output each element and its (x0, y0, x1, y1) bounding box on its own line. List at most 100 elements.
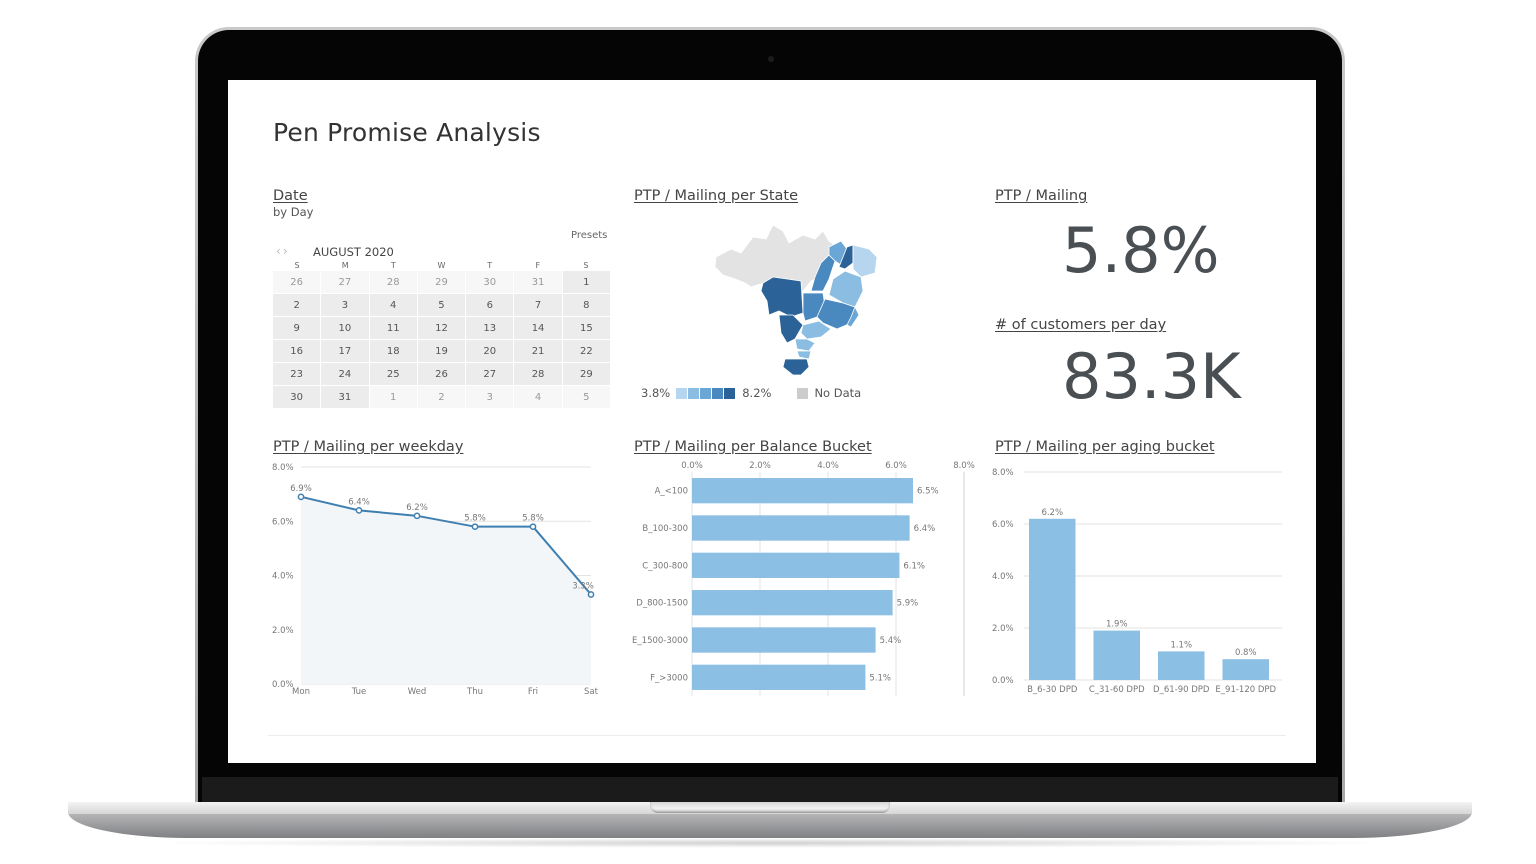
calendar-day[interactable]: 27 (466, 363, 514, 385)
calendar-day[interactable]: 26 (273, 271, 321, 293)
calendar-day[interactable]: 11 (369, 317, 417, 339)
bar[interactable] (1158, 651, 1205, 680)
balance-bucket-bar-chart[interactable]: 0.0% 2.0% 4.0% 6.0% 8.0% A_<100 6.5% B_100-300 6… (628, 460, 988, 705)
x-tick-label: Sat (584, 687, 599, 697)
calendar-day[interactable]: 20 (466, 340, 514, 362)
area-fill (301, 496, 591, 684)
data-label: 6.4% (348, 497, 370, 507)
calendar-day[interactable]: 28 (514, 363, 562, 385)
screen: Pen Promise Analysis Date by Day Presets… (228, 80, 1316, 763)
bar[interactable] (692, 664, 866, 690)
map-state-rs (782, 358, 810, 376)
calendar-day[interactable]: 9 (273, 317, 321, 339)
legend-swatch (700, 387, 712, 399)
weekday-label: S (583, 261, 589, 270)
calendar-day[interactable]: 3 (321, 294, 369, 316)
calendar-day[interactable]: 18 (369, 340, 417, 362)
kpi-ptp-mailing-title[interactable]: PTP / Mailing (995, 188, 1088, 204)
weekday-label: T (487, 261, 493, 270)
chevron-right-icon[interactable]: › (282, 244, 290, 258)
presets-button[interactable]: Presets (571, 230, 608, 241)
bar[interactable] (692, 590, 893, 616)
y-tick-label: 0.0% (992, 676, 1014, 686)
calendar-day[interactable]: 1 (369, 386, 417, 408)
calendar-day[interactable]: 26 (417, 363, 466, 385)
calendar-day[interactable]: 2 (417, 386, 466, 408)
calendar-day[interactable]: 5 (562, 386, 610, 408)
x-tick-label: 2.0% (749, 461, 771, 471)
calendar-day[interactable]: 12 (417, 317, 466, 339)
calendar-day[interactable]: 31 (321, 386, 369, 408)
calendar-day[interactable]: 29 (417, 271, 466, 293)
bar[interactable] (692, 627, 876, 653)
bar[interactable] (1093, 630, 1141, 680)
laptop-base (68, 812, 1472, 838)
data-point[interactable] (413, 512, 421, 520)
aging-bucket-bar-chart[interactable]: 0.0% 2.0% 4.0% 6.0% 8.0% 6.2% B_6-30 DPD 1.9% C_… (990, 466, 1290, 706)
data-point[interactable] (529, 523, 537, 531)
kpi-customers-title[interactable]: # of customers per day (995, 317, 1167, 333)
calendar-day[interactable]: 16 (273, 340, 321, 362)
calendar-day[interactable]: 29 (562, 363, 610, 385)
calendar-day[interactable]: 4 (369, 294, 417, 316)
calendar-day[interactable]: 27 (321, 271, 369, 293)
data-label: 0.8% (1235, 648, 1257, 658)
weekday-line-chart[interactable]: 0.0% 2.0% 4.0% 6.0% 8.0% 6.9% Mon 6.4% Tue 6.2% We… (268, 462, 618, 702)
map-state-sp (800, 320, 832, 340)
line-series (300, 495, 592, 596)
calendar-day[interactable]: 5 (417, 294, 466, 316)
state-map-title[interactable]: PTP / Mailing per State (634, 188, 799, 204)
laptop-lid: Pen Promise Analysis Date by Day Presets… (195, 27, 1345, 807)
y-tick-label: 6.0% (992, 520, 1014, 530)
calendar-day[interactable]: 4 (514, 386, 562, 408)
data-label: 6.2% (406, 503, 428, 513)
calendar-day[interactable]: 30 (273, 386, 321, 408)
calendar-day[interactable]: 17 (321, 340, 369, 362)
y-tick-label: 2.0% (272, 626, 294, 636)
brazil-choropleth-map[interactable] (711, 217, 881, 377)
calendar-day[interactable]: 15 (562, 317, 610, 339)
date-card-title[interactable]: Date (273, 188, 308, 204)
calendar-day[interactable]: 10 (321, 317, 369, 339)
laptop-shadow (140, 838, 1400, 848)
calendar-day[interactable]: 8 (562, 294, 610, 316)
calendar-day[interactable]: 28 (369, 271, 417, 293)
calendar-day[interactable]: 3 (466, 386, 514, 408)
calendar-day[interactable]: 22 (562, 340, 610, 362)
bar[interactable] (1029, 518, 1076, 680)
calendar-day[interactable]: 21 (514, 340, 562, 362)
weekday-chart-title[interactable]: PTP / Mailing per weekday (273, 439, 464, 455)
bar[interactable] (692, 478, 913, 504)
y-tick-label: D_800-1500 (636, 599, 688, 609)
calendar-day[interactable]: 13 (466, 317, 514, 339)
calendar-day[interactable]: 31 (514, 271, 562, 293)
calendar-day[interactable]: 7 (514, 294, 562, 316)
calendar-day[interactable]: 23 (273, 363, 321, 385)
calendar-day[interactable]: 25 (369, 363, 417, 385)
calendar-day[interactable]: 14 (514, 317, 562, 339)
calendar-day[interactable]: 30 (466, 271, 514, 293)
y-tick-label: 6.0% (272, 517, 294, 527)
map-state-pr (794, 338, 816, 352)
data-point[interactable] (471, 523, 479, 531)
bar[interactable] (692, 515, 910, 541)
calendar-day[interactable]: 24 (321, 363, 369, 385)
data-point[interactable] (587, 591, 595, 598)
calendar-day[interactable]: 1 (562, 271, 610, 293)
data-label: 6.1% (903, 561, 925, 571)
chevron-left-icon[interactable]: ‹ (276, 244, 283, 258)
balance-chart-title[interactable]: PTP / Mailing per Balance Bucket (634, 439, 872, 455)
weekday-label: T (390, 261, 396, 270)
aging-chart-title[interactable]: PTP / Mailing per aging bucket (995, 439, 1215, 455)
bar[interactable] (1222, 659, 1270, 680)
calendar-day[interactable]: 2 (273, 294, 321, 316)
calendar-month-label: AUGUST 2020 (313, 245, 394, 259)
calendar-day[interactable]: 19 (417, 340, 466, 362)
data-point[interactable] (297, 493, 305, 501)
data-point[interactable] (355, 507, 363, 514)
kpi-customers-value: 83.3K (1062, 340, 1241, 413)
bar[interactable] (692, 552, 900, 578)
x-tick-label: 6.0% (885, 461, 907, 471)
calendar-day[interactable]: 6 (466, 294, 514, 316)
